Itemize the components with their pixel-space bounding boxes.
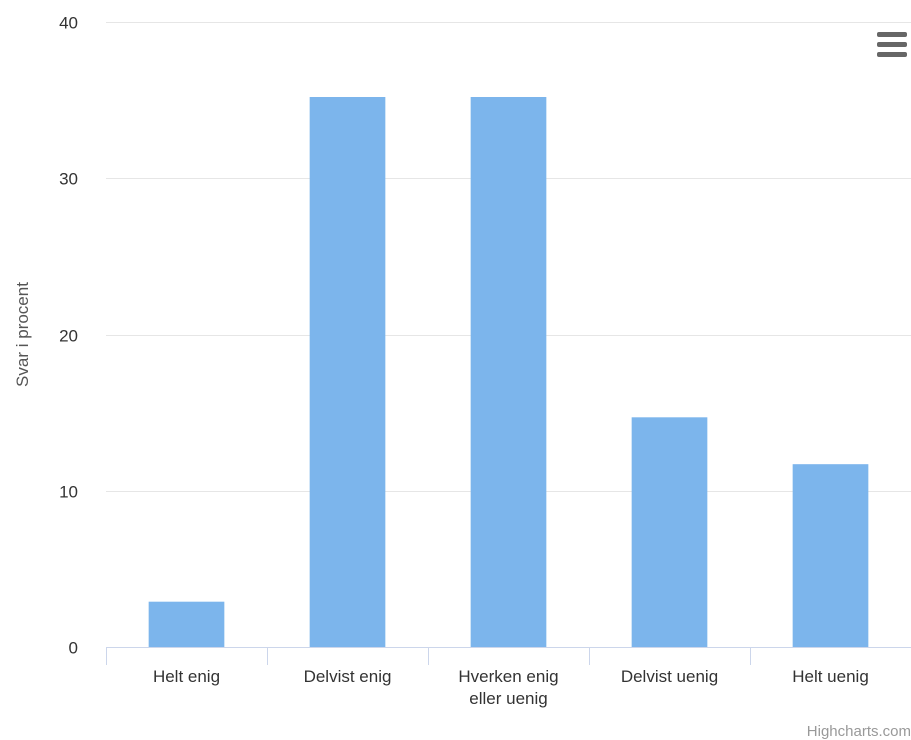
- y-tick-label: 10: [59, 483, 78, 502]
- hamburger-menu-icon-line-3: [877, 52, 907, 57]
- x-tick-label-line: Delvist uenig: [621, 667, 718, 686]
- bar: [148, 601, 225, 647]
- x-tick-label: Delvist uenig: [621, 667, 718, 686]
- bar: [309, 97, 386, 647]
- y-tick-label: 40: [59, 14, 78, 33]
- x-tick-label-line: Helt uenig: [792, 667, 869, 686]
- x-tick-label: Hverken enig eller uenig: [458, 667, 558, 708]
- x-tick-label-line: Delvist enig: [304, 667, 392, 686]
- credits-link[interactable]: Highcharts.com: [806, 723, 911, 740]
- bar: [792, 464, 869, 647]
- chart-menu-button[interactable]: [870, 28, 910, 64]
- hamburger-menu-icon: [877, 32, 907, 37]
- bar: [470, 97, 547, 647]
- x-tick-label-line: Helt enig: [153, 667, 220, 686]
- x-tick-label: Helt enig: [153, 667, 220, 686]
- hamburger-menu-icon-line-2: [877, 42, 907, 47]
- y-tick-label: 0: [69, 639, 78, 658]
- y-tick-label: 20: [59, 327, 78, 346]
- x-tick-label-line: Hverken enig: [458, 667, 558, 686]
- bar: [631, 417, 708, 647]
- y-tick-label: 30: [59, 170, 78, 189]
- y-axis-title: Svar i procent: [13, 282, 32, 387]
- x-tick-label: Delvist enig: [304, 667, 392, 686]
- x-tick-label-line: eller uenig: [469, 689, 547, 708]
- x-tick-label: Helt uenig: [792, 667, 869, 686]
